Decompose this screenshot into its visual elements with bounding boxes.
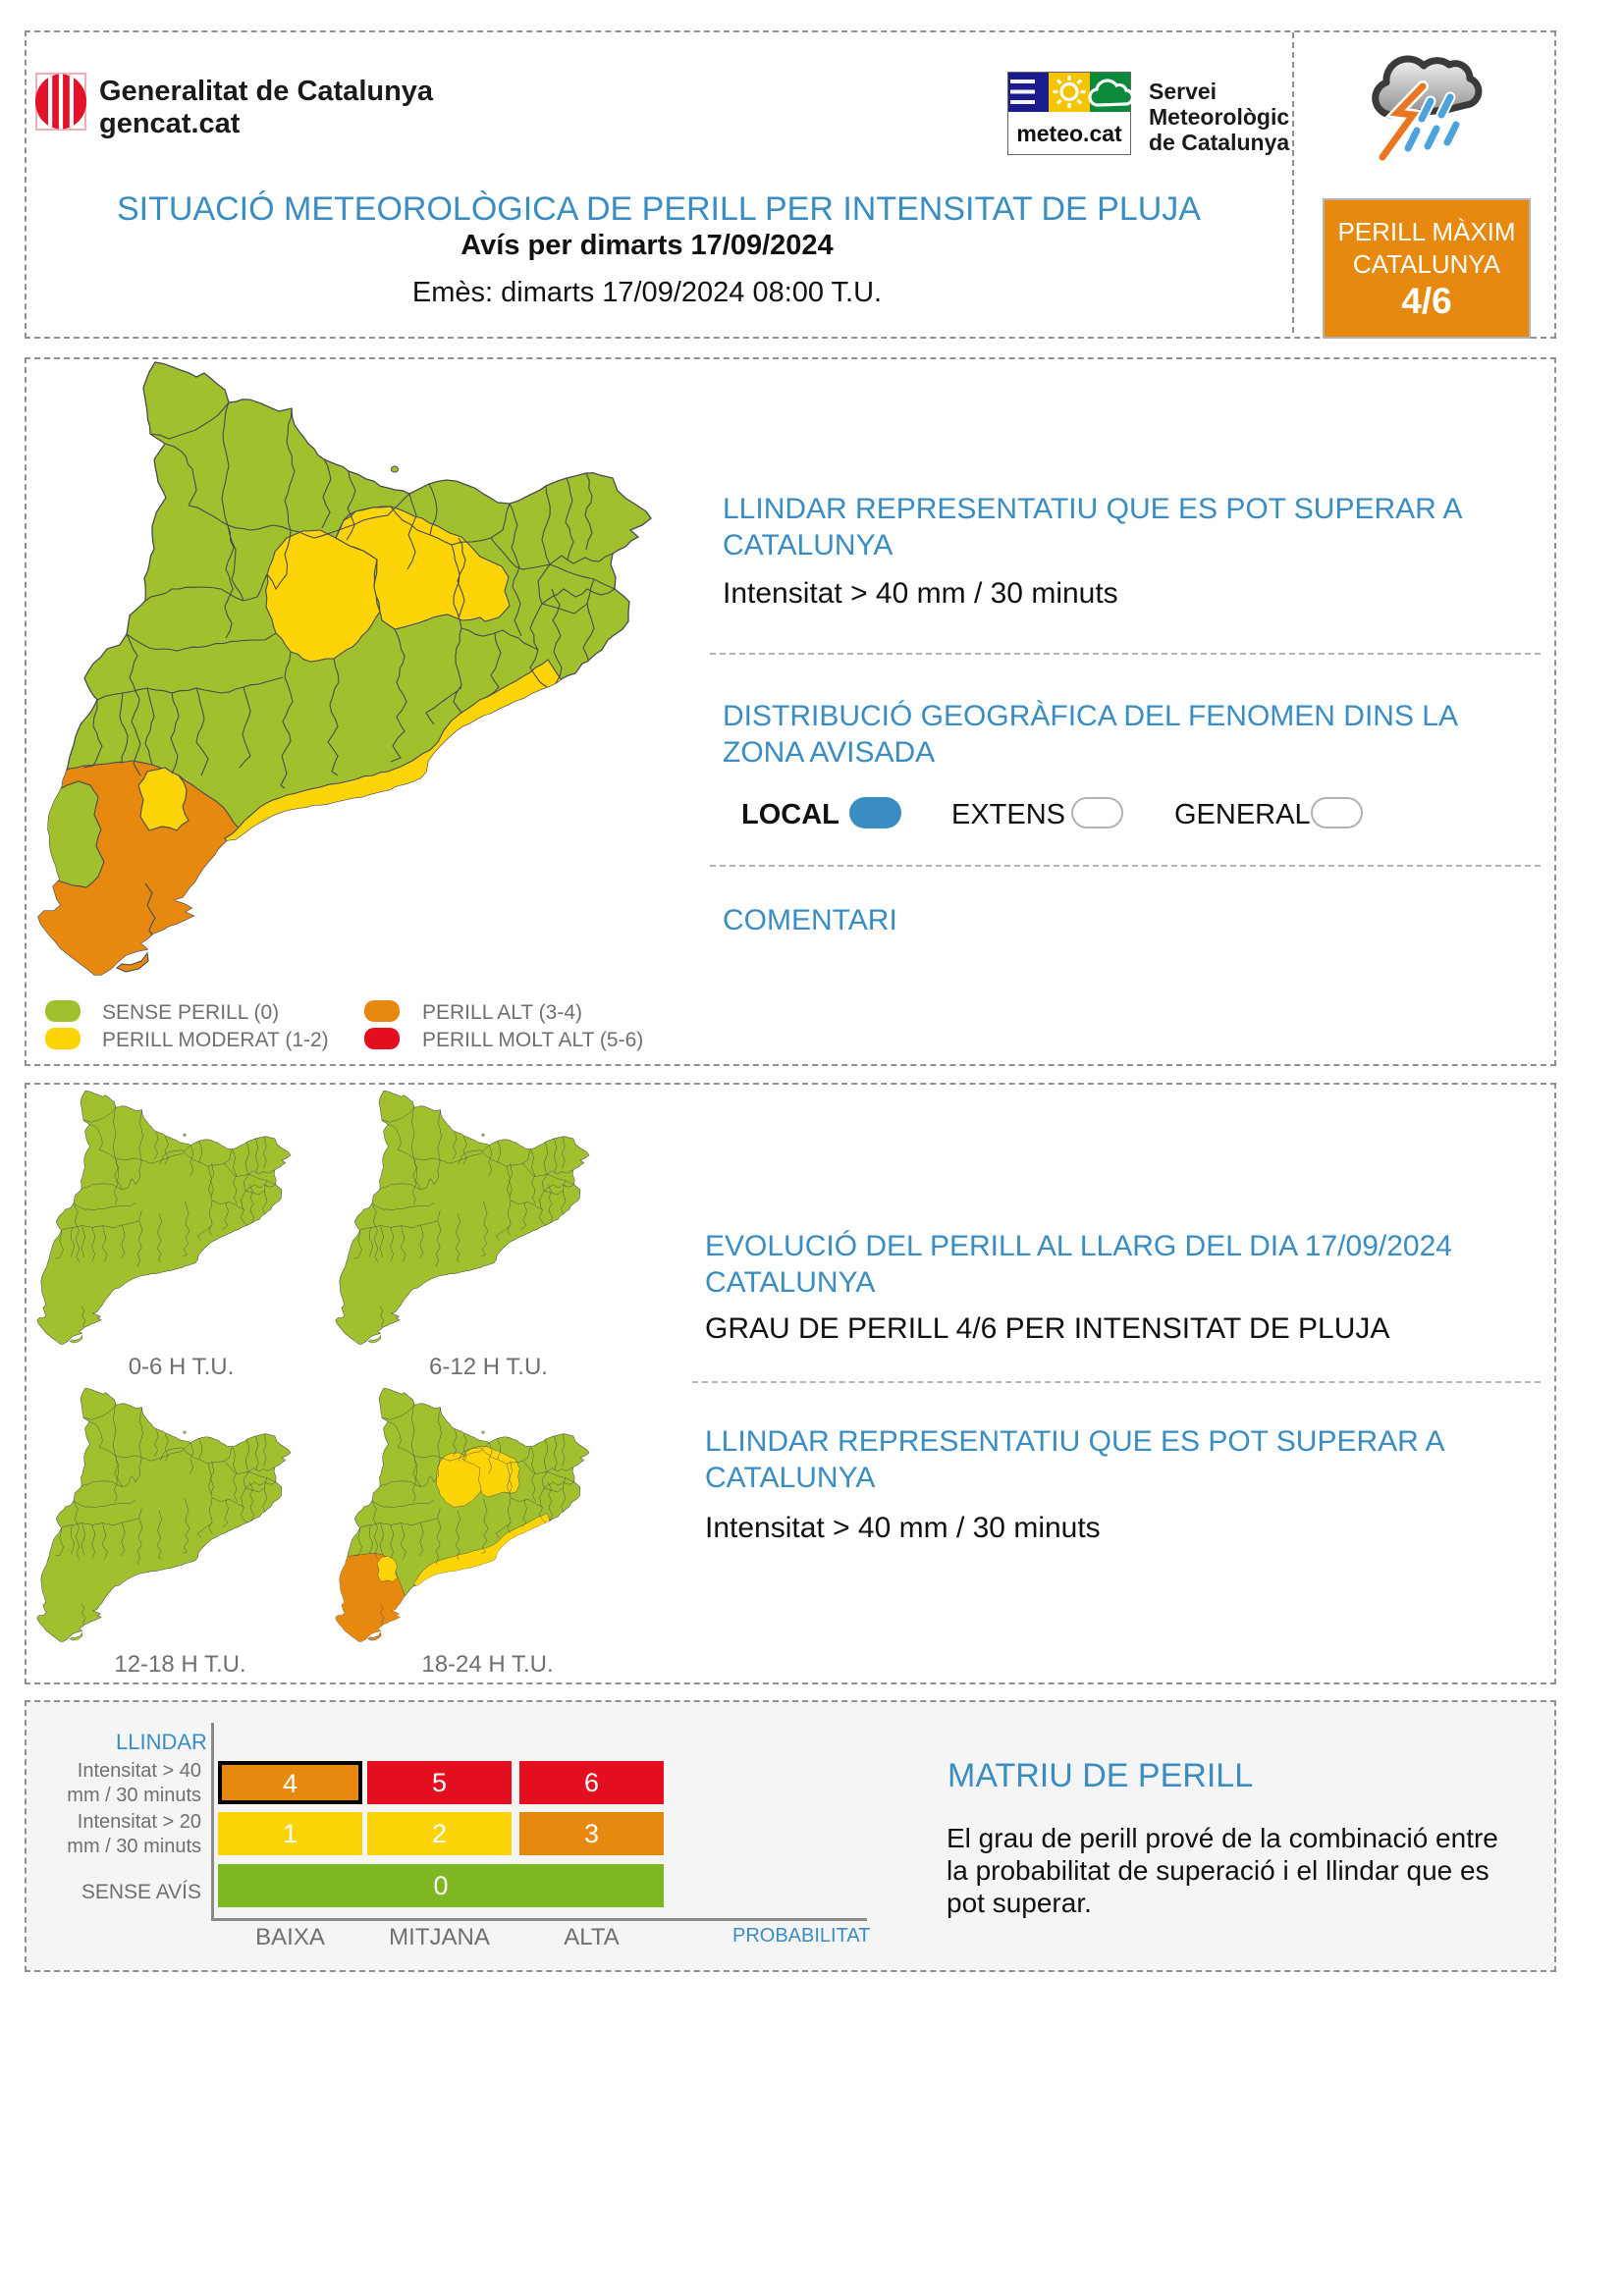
svg-text:meteo.cat: meteo.cat <box>1016 121 1122 146</box>
